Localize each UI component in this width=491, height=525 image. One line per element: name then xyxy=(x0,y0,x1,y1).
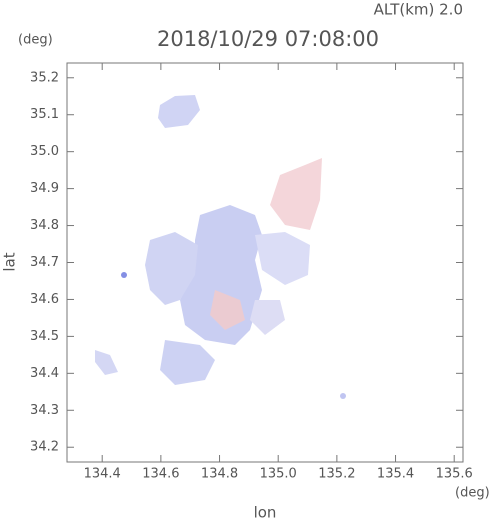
y-tick-label: 35.2 xyxy=(30,70,59,85)
echo xyxy=(95,350,118,375)
x-tick-label: 135.6 xyxy=(436,467,473,482)
y-tick-label: 34.6 xyxy=(30,292,59,307)
echo xyxy=(340,393,346,399)
y-tick-label: 34.2 xyxy=(30,440,59,455)
x-tick-label: 134.8 xyxy=(201,467,238,482)
altitude-label: ALT(km) 2.0 xyxy=(374,1,463,19)
y-tick-label: 34.9 xyxy=(30,181,59,196)
echo xyxy=(158,95,200,128)
y-tick-label: 34.4 xyxy=(30,366,59,381)
x-unit: (deg) xyxy=(455,486,490,501)
x-tick-label: 135.4 xyxy=(377,467,414,482)
x-tick-label: 135.0 xyxy=(260,467,297,482)
echo xyxy=(160,340,215,385)
echo xyxy=(255,232,310,285)
x-axis-label: lon xyxy=(254,504,277,522)
echo xyxy=(121,272,127,278)
y-tick-label: 34.7 xyxy=(30,255,59,270)
y-tick-label: 35.0 xyxy=(30,144,59,159)
echo xyxy=(210,290,245,330)
echo xyxy=(270,158,322,230)
radar-echoes xyxy=(95,95,346,399)
x-tick-label: 134.4 xyxy=(84,467,121,482)
y-axis-label: lat xyxy=(1,252,19,271)
y-tick-label: 35.1 xyxy=(30,107,59,122)
y-tick-label: 34.8 xyxy=(30,218,59,233)
y-tick-label: 34.3 xyxy=(30,403,59,418)
chart-title: 2018/10/29 07:08:00 xyxy=(157,27,379,51)
x-tick-label: 135.2 xyxy=(318,467,355,482)
y-unit: (deg) xyxy=(18,33,53,48)
echo xyxy=(145,232,198,305)
echo xyxy=(250,300,285,335)
y-tick-label: 34.5 xyxy=(30,329,59,344)
x-tick-label: 134.6 xyxy=(142,467,179,482)
